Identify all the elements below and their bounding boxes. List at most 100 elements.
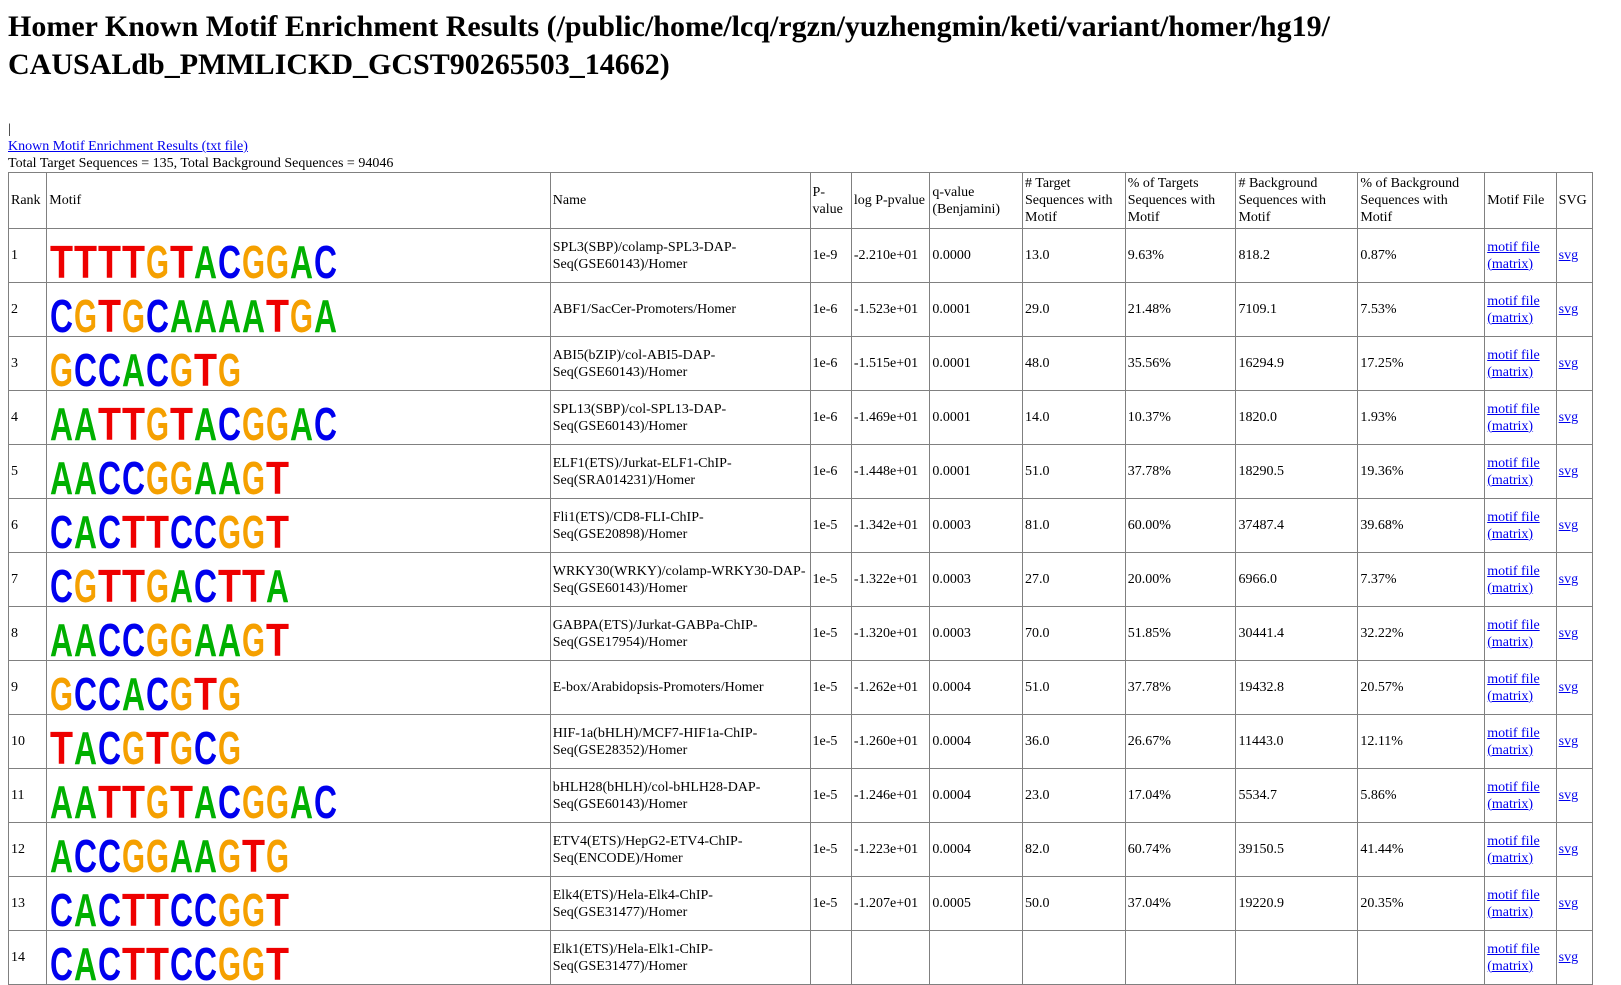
- background-count-cell: [1235, 930, 1359, 985]
- motif-logo-letter: T: [170, 398, 193, 443]
- svg-cell: svg: [1555, 930, 1594, 985]
- motif-name-cell: Elk1(ETS)/Hela-Elk1-ChIP-Seq(GSE31477)/H…: [549, 930, 811, 985]
- logp-cell: -1.207e+01: [850, 876, 931, 931]
- motif-logo-letter: C: [170, 506, 193, 551]
- txt-results-link[interactable]: Known Motif Enrichment Results (txt file…: [8, 139, 248, 154]
- svg-link[interactable]: svg: [1558, 410, 1579, 425]
- pvalue-cell: 1e-5: [809, 660, 852, 715]
- motif-logo-letter: G: [242, 884, 265, 929]
- svg-link[interactable]: svg: [1558, 950, 1579, 965]
- motif-logo-letter: A: [194, 398, 217, 443]
- logp-cell: -1.515e+01: [850, 336, 931, 391]
- motif-logo-letter: A: [74, 506, 97, 551]
- qvalue-cell: [929, 930, 1023, 985]
- motif-file-link[interactable]: motif file (matrix): [1487, 563, 1540, 596]
- motif-file-link[interactable]: motif file (matrix): [1487, 617, 1540, 650]
- svg-link[interactable]: svg: [1558, 896, 1579, 911]
- motif-file-link[interactable]: motif file (matrix): [1487, 401, 1540, 434]
- motif-logo-letter: C: [314, 236, 337, 281]
- motif-logo-letter: T: [122, 776, 145, 821]
- pvalue-cell: 1e-5: [809, 822, 852, 877]
- svg-link[interactable]: svg: [1558, 842, 1579, 857]
- motif-file-link[interactable]: motif file (matrix): [1487, 239, 1540, 272]
- svg-link[interactable]: svg: [1558, 518, 1579, 533]
- rank-cell: 2: [7, 282, 48, 337]
- motif-file-link[interactable]: motif file (matrix): [1487, 725, 1540, 758]
- svg-link[interactable]: svg: [1558, 680, 1579, 695]
- svg-link[interactable]: svg: [1558, 356, 1579, 371]
- qvalue-cell: 0.0005: [929, 876, 1023, 931]
- qvalue-cell: 0.0000: [929, 228, 1023, 283]
- svg-link[interactable]: svg: [1558, 572, 1579, 587]
- svg-cell: svg: [1555, 498, 1594, 553]
- motif-logo-letter: A: [170, 290, 193, 335]
- motif-name-cell: Elk4(ETS)/Hela-Elk4-ChIP-Seq(GSE31477)/H…: [549, 876, 811, 931]
- motif-logo-letter: A: [170, 830, 193, 875]
- svg-link[interactable]: svg: [1558, 734, 1579, 749]
- pvalue-cell: 1e-5: [809, 498, 852, 553]
- svg-cell: svg: [1555, 714, 1594, 769]
- motif-logo-letter: A: [242, 290, 265, 335]
- motif-file-link[interactable]: motif file (matrix): [1487, 833, 1540, 866]
- motif-file-link[interactable]: motif file (matrix): [1487, 293, 1540, 326]
- background-percent-cell: 5.86%: [1357, 768, 1486, 823]
- motif-logo-letter: T: [98, 290, 121, 335]
- motif-file-link[interactable]: motif file (matrix): [1487, 509, 1540, 542]
- motif-logo-letter: C: [50, 506, 73, 551]
- motif-logo-letter: A: [194, 452, 217, 497]
- motif-file-cell: motif file (matrix): [1484, 768, 1557, 823]
- svg-link[interactable]: svg: [1558, 302, 1579, 317]
- svg-link[interactable]: svg: [1558, 464, 1579, 479]
- logp-cell: -1.262e+01: [850, 660, 931, 715]
- svg-cell: svg: [1555, 660, 1594, 715]
- motif-file-cell: motif file (matrix): [1484, 660, 1557, 715]
- motif-logo-letter: A: [218, 452, 241, 497]
- motif-logo-letter: C: [194, 560, 217, 605]
- motif-file-link[interactable]: motif file (matrix): [1487, 779, 1540, 812]
- svg-link[interactable]: svg: [1558, 248, 1579, 263]
- pvalue-cell: 1e-5: [809, 714, 852, 769]
- motif-logo-letter: T: [194, 668, 217, 713]
- motif-logo-letter: C: [50, 884, 73, 929]
- header-name: Name: [549, 172, 811, 229]
- motif-logo-letter: A: [50, 452, 73, 497]
- qvalue-cell: 0.0001: [929, 336, 1023, 391]
- motif-logo-letter: T: [146, 938, 169, 983]
- logp-cell: -1.342e+01: [850, 498, 931, 553]
- motif-file-link[interactable]: motif file (matrix): [1487, 941, 1540, 974]
- qvalue-cell: 0.0003: [929, 606, 1023, 661]
- header-logp: log P-pvalue: [850, 172, 931, 229]
- qvalue-cell: 0.0003: [929, 498, 1023, 553]
- motif-file-link[interactable]: motif file (matrix): [1487, 347, 1540, 380]
- motif-file-link[interactable]: motif file (matrix): [1487, 455, 1540, 488]
- rank-cell: 1: [7, 228, 48, 283]
- motif-logo-letter: G: [74, 290, 97, 335]
- motif-file-link[interactable]: motif file (matrix): [1487, 671, 1540, 704]
- background-count-cell: 16294.9: [1235, 336, 1359, 391]
- motif-logo-letter: A: [194, 290, 217, 335]
- rank-cell: 14: [7, 930, 48, 985]
- svg-link[interactable]: svg: [1558, 788, 1579, 803]
- totals-summary: Total Target Sequences = 135, Total Back…: [8, 156, 394, 171]
- motif-logo-letter: C: [74, 830, 97, 875]
- motif-logo-letter: C: [74, 344, 97, 389]
- svg-link[interactable]: svg: [1558, 626, 1579, 641]
- motif-logo-letter: A: [218, 290, 241, 335]
- motif-logo-letter: G: [146, 560, 169, 605]
- motif-logo-letter: A: [50, 398, 73, 443]
- motif-logo-letter: T: [98, 236, 121, 281]
- motif-logo-letter: G: [146, 614, 169, 659]
- motif-name-cell: E-box/Arabidopsis-Promoters/Homer: [549, 660, 811, 715]
- header-target-percent: % of Targets Sequences with Motif: [1124, 172, 1237, 229]
- header-motif-file: Motif File: [1484, 172, 1557, 229]
- motif-file-link[interactable]: motif file (matrix): [1487, 887, 1540, 920]
- rank-cell: 4: [7, 390, 48, 445]
- rank-cell: 7: [7, 552, 48, 607]
- svg-cell: svg: [1555, 282, 1594, 337]
